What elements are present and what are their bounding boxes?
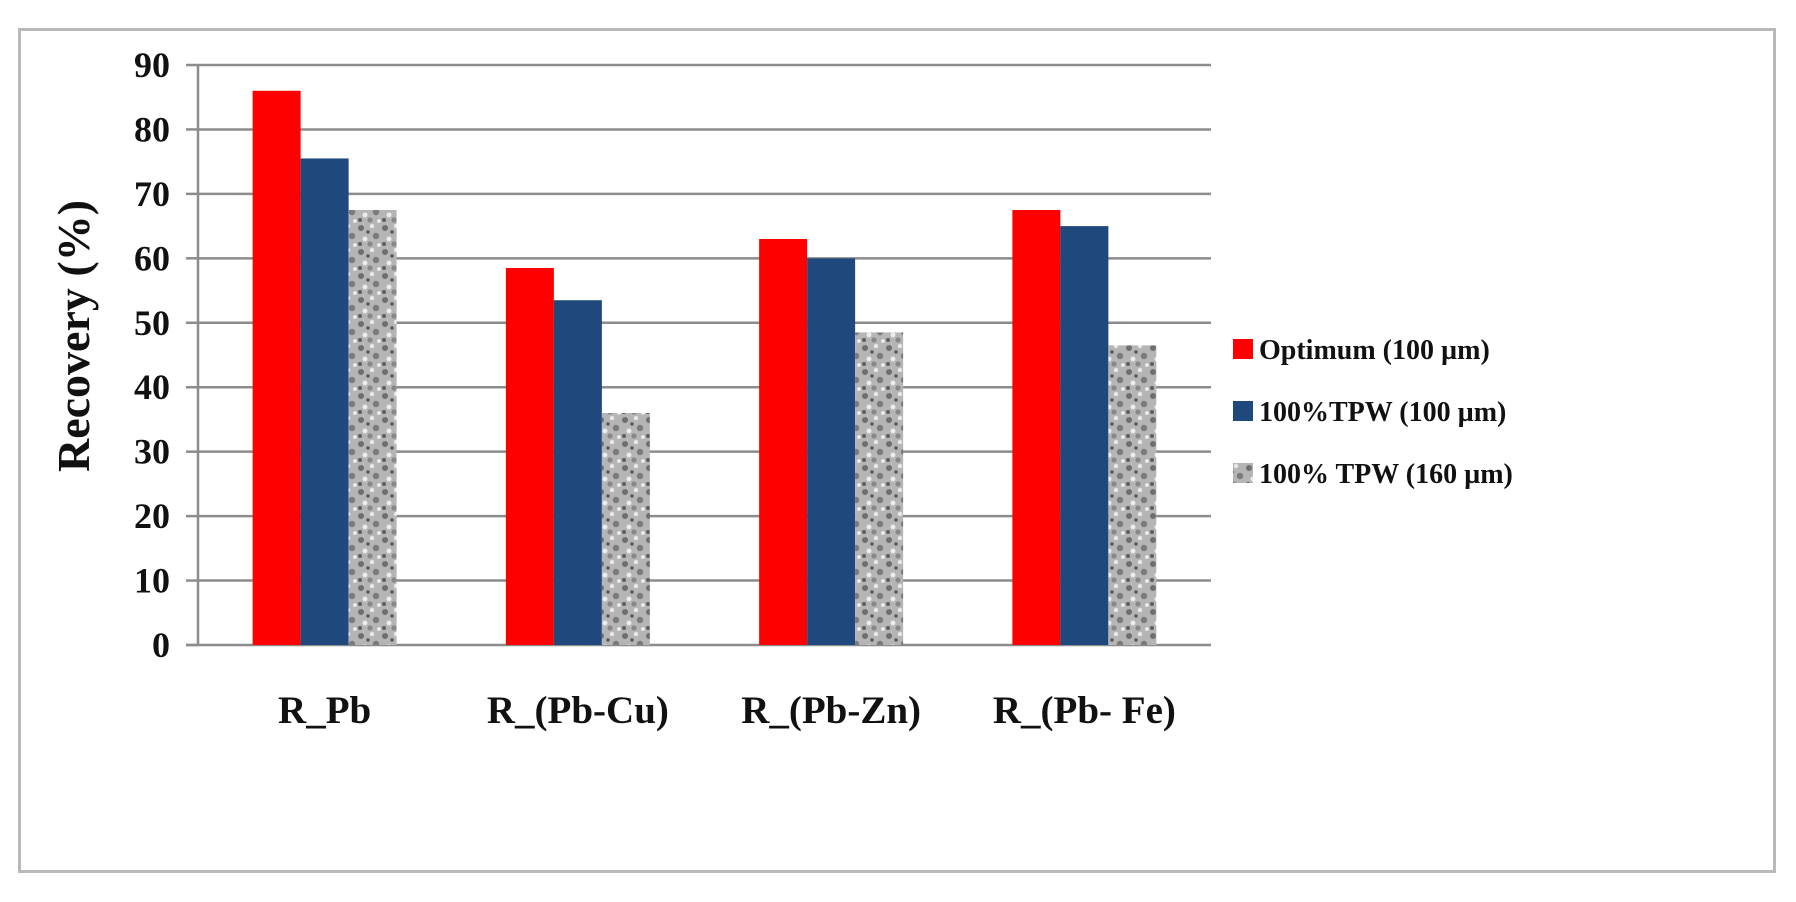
y-tick-label: 10 xyxy=(134,561,170,601)
y-tick-label: 80 xyxy=(134,109,170,149)
legend-swatch xyxy=(1233,401,1253,421)
x-category-label: R_(Pb-Cu) xyxy=(487,689,669,732)
legend: Optimum (100 µm) 100%TPW (100 µm) 100% TPW… xyxy=(1233,335,1513,490)
legend-label: 100% TPW (160 µm) xyxy=(1259,459,1513,490)
legend-label: 100%TPW (100 µm) xyxy=(1259,397,1506,428)
bars xyxy=(252,90,1157,646)
legend-label: Optimum (100 µm) xyxy=(1259,335,1490,366)
bar xyxy=(1060,226,1109,645)
y-tick-label: 50 xyxy=(134,303,170,343)
y-tick-labels: 0 10 20 30 40 50 60 70 80 90 xyxy=(134,45,170,665)
legend-swatch xyxy=(1233,463,1253,483)
bar xyxy=(759,239,808,645)
bar-chart: 0 10 20 30 40 50 60 70 80 90 R_Pb R_(Pb-Cu) R_(Pb-Z… xyxy=(48,45,1513,732)
y-tick-label: 20 xyxy=(134,496,170,536)
y-axis-title: Recovery (%) xyxy=(48,200,99,472)
x-category-label: R_(Pb-Zn) xyxy=(741,689,921,732)
x-category-label: R_Pb xyxy=(278,689,371,732)
y-tick-label: 40 xyxy=(134,367,170,407)
bar xyxy=(601,413,650,645)
legend-swatch xyxy=(1233,339,1253,359)
x-category-label: R_(Pb- Fe) xyxy=(993,689,1176,732)
y-tick-label: 90 xyxy=(134,45,170,85)
bar xyxy=(300,158,349,645)
bar xyxy=(553,300,602,645)
bar xyxy=(252,90,301,646)
bar xyxy=(505,268,554,645)
y-tick-label: 70 xyxy=(134,174,170,214)
bar xyxy=(1012,210,1061,645)
x-category-labels: R_Pb R_(Pb-Cu) R_(Pb-Zn) R_(Pb- Fe) xyxy=(278,689,1176,732)
bar xyxy=(807,258,856,645)
y-tick-label: 60 xyxy=(134,238,170,278)
bar xyxy=(348,210,397,645)
bar xyxy=(1108,345,1157,645)
y-tick-label: 0 xyxy=(152,625,170,665)
bar xyxy=(855,332,904,645)
chart-frame: 0 10 20 30 40 50 60 70 80 90 R_Pb R_(Pb-Cu) R_(Pb-Z… xyxy=(18,28,1776,873)
y-tick-label: 30 xyxy=(134,432,170,472)
